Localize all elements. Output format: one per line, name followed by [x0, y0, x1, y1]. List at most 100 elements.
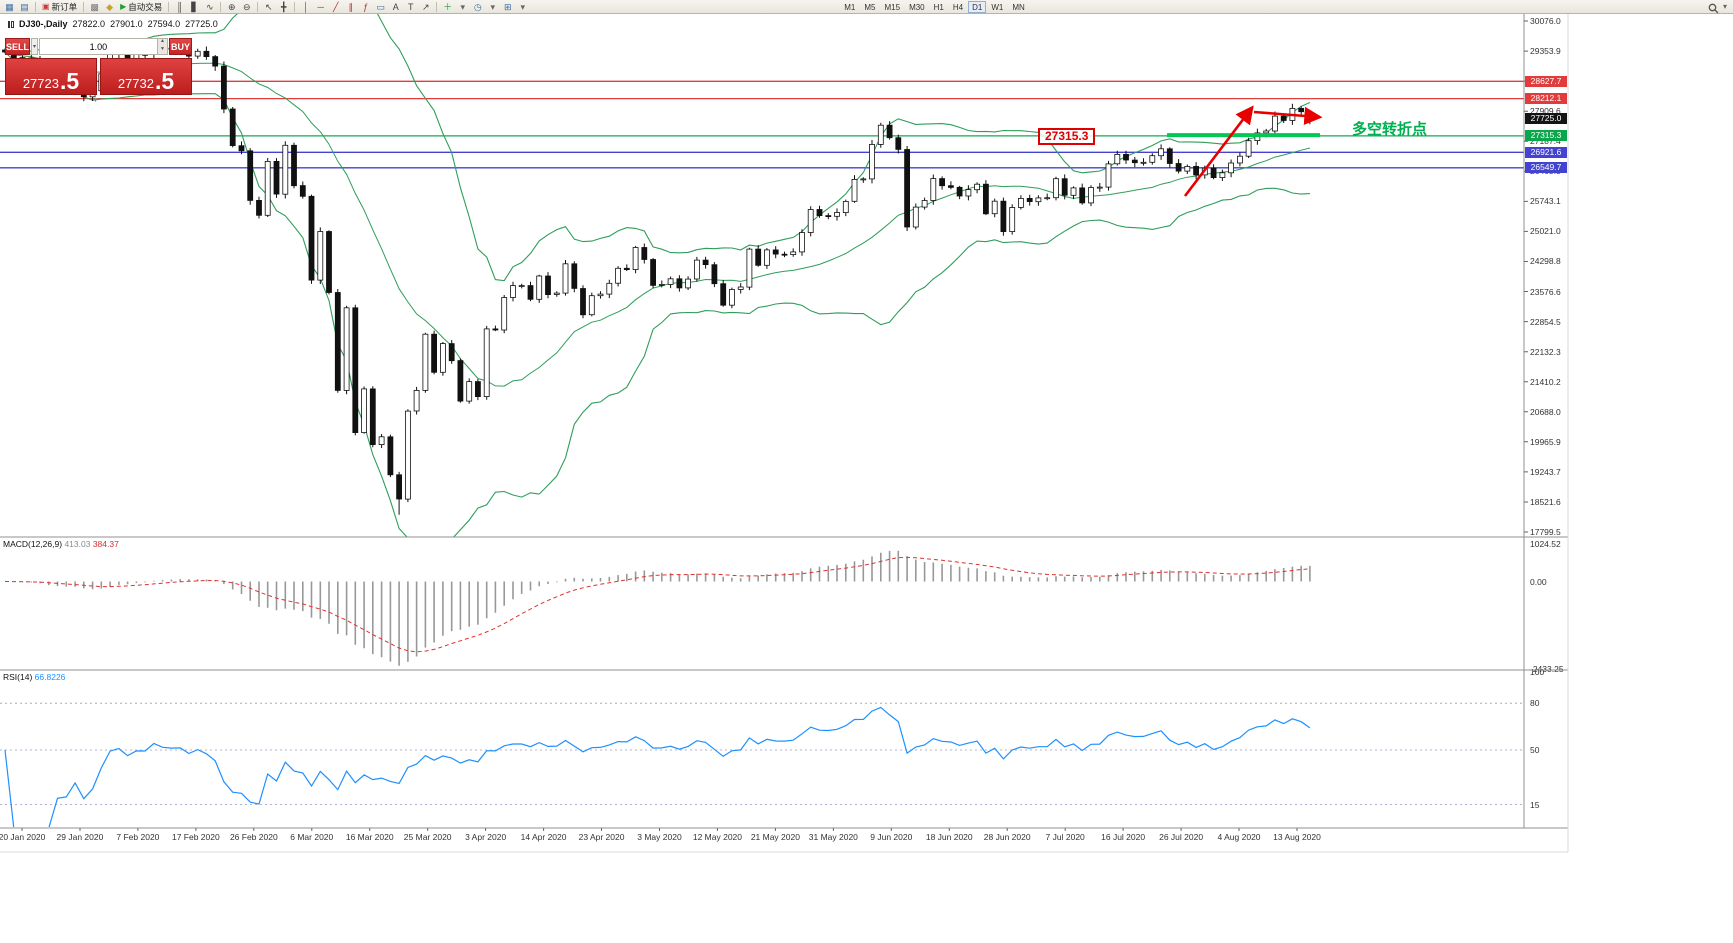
candlestick-chart-icon[interactable]: ▋ — [187, 1, 202, 13]
alerts-icon[interactable]: ◆ — [102, 1, 117, 13]
spin-up-icon[interactable]: ▲ — [156, 39, 167, 47]
periods-icon[interactable]: ◷ — [470, 1, 485, 13]
toolbar-items: ▦ ▤ ▣ 新订单 ▩ ◆ ▶ 自动交易 ║ ▋ ∿ ⊕ ⊖ ↖ ╋ │ ─ ╱ ∥ ƒ ▭ A T ↗ ＋ ▾ ◷ ▾ ⊞ ▾ — [2, 1, 530, 13]
sell-price-main: 27723 — [22, 76, 59, 91]
date-label: 20 Jan 2020 — [0, 832, 46, 842]
macd-main-value: 413.03 — [64, 539, 91, 549]
crosshair-icon[interactable]: ╋ — [276, 1, 291, 13]
rsi-tick-label: 80 — [1530, 698, 1540, 709]
indicators-icon[interactable]: ＋ — [440, 1, 455, 13]
one-click-collapse-icon[interactable]: ▼ — [92, 97, 99, 104]
timeframe-m5[interactable]: M5 — [860, 1, 879, 13]
templates-chevron-icon[interactable]: ▾ — [515, 1, 530, 13]
lot-size-input[interactable] — [39, 39, 157, 54]
lot-size-field: ▲ ▼ — [38, 38, 168, 55]
price-tag-28627.7: 28627.7 — [1525, 75, 1567, 87]
arrow-tool-icon[interactable]: ↗ — [418, 1, 433, 13]
horizontal-line-icon[interactable]: ─ — [313, 1, 328, 13]
timeframe-m30[interactable]: M30 — [905, 1, 929, 13]
rsi-tick-label: 15 — [1530, 799, 1540, 810]
timeframe-m1[interactable]: M1 — [840, 1, 859, 13]
sell-button[interactable]: SELL — [5, 38, 31, 55]
autotrading-button[interactable]: ▶ 自动交易 — [117, 1, 165, 13]
fibonacci-icon[interactable]: ƒ — [358, 1, 373, 13]
expert-advisors-icon[interactable]: ▩ — [87, 1, 102, 13]
pane-separators — [0, 14, 1569, 853]
vertical-line-icon[interactable]: │ — [298, 1, 313, 13]
date-label: 3 May 2020 — [637, 832, 682, 842]
chevron-down-icon[interactable]: ▾ — [1722, 2, 1727, 11]
text-icon[interactable]: A — [388, 1, 403, 13]
date-label: 14 Apr 2020 — [520, 832, 567, 842]
drawn-objects[interactable] — [1167, 105, 1323, 197]
timeframe-d1[interactable]: D1 — [968, 0, 987, 13]
trendline-icon[interactable]: ╱ — [328, 1, 343, 13]
up-trend-arrow — [1183, 105, 1254, 197]
buy-price-box[interactable]: 27732 .5 — [100, 58, 192, 95]
new-order-button-icon: ▣ — [42, 1, 50, 11]
search-icon[interactable] — [1708, 1, 1719, 14]
price-tag-26549.7: 26549.7 — [1525, 162, 1567, 174]
horizontal-line-objects[interactable] — [0, 80, 1524, 169]
chart-profiles-icon[interactable]: ▤ — [17, 1, 32, 13]
price-tick-label: 29353.9 — [1530, 46, 1561, 57]
price-tick-label: 27909.6 — [1530, 106, 1561, 117]
channel-icon[interactable]: ∥ — [343, 1, 358, 13]
timeframe-m15[interactable]: M15 — [881, 1, 905, 13]
chart-symbol-period: DJ30-,Daily — [19, 19, 68, 29]
macd-name: MACD(12,26,9) — [3, 539, 63, 549]
macd-tick-label: 0.00 — [1530, 576, 1547, 587]
toolbar-right: ▾ — [1708, 1, 1733, 14]
macd-tick-label: -2433.25 — [1530, 664, 1564, 675]
order-type-dropdown[interactable]: ▾ — [31, 38, 38, 55]
price-tick-label: 22854.5 — [1530, 316, 1561, 327]
zoom-in-icon[interactable]: ⊕ — [224, 1, 239, 13]
date-label: 6 Mar 2020 — [290, 832, 334, 842]
rsi-label: RSI(14) 66.8226 — [3, 672, 65, 682]
date-label: 28 Jun 2020 — [983, 832, 1031, 842]
price-tick-label: 17799.5 — [1530, 527, 1561, 537]
toolbar-separator — [436, 1, 438, 12]
new-chart-icon[interactable]: ▦ — [2, 1, 17, 13]
periods-chevron-icon[interactable]: ▾ — [485, 1, 500, 13]
spin-down-icon[interactable]: ▼ — [156, 46, 167, 54]
rsi-value: 66.8226 — [34, 672, 66, 682]
timeframe-toolbar: M1 M5 M15 M30 H1 H4 D1 W1 MN — [840, 0, 1029, 13]
note-annotation[interactable]: 多空转折点 — [1352, 121, 1428, 138]
toolbar-separator — [35, 1, 36, 12]
new-order-button[interactable]: ▣ 新订单 — [39, 1, 80, 13]
axis-tick-marks — [21, 20, 1528, 831]
bar-chart-icon[interactable]: ║ — [172, 1, 187, 13]
buy-price-big: .5 — [154, 68, 175, 94]
autotrading-button-icon: ▶ — [120, 1, 127, 11]
candlesticks — [2, 38, 1313, 515]
toolbar: ▦ ▤ ▣ 新订单 ▩ ◆ ▶ 自动交易 ║ ▋ ∿ ⊕ ⊖ ↖ ╋ │ ─ ╱ ∥ ƒ ▭ A T ↗ ＋ ▾ ◷ ▾ ⊞ ▾ M1 M5… — [0, 0, 1733, 14]
bollinger-bands — [4, 14, 1311, 537]
price-tag-27315.3: 27315.3 — [1525, 130, 1567, 142]
templates-icon[interactable]: ⊞ — [500, 1, 515, 13]
right-arrow — [1253, 106, 1323, 126]
text-label-icon[interactable]: T — [403, 1, 418, 13]
toolbar-separator — [294, 1, 296, 12]
zoom-out-icon[interactable]: ⊖ — [239, 1, 254, 13]
cursor-icon[interactable]: ↖ — [261, 1, 276, 13]
timeframe-w1[interactable]: W1 — [987, 1, 1007, 13]
price-tick-label: 21410.2 — [1530, 376, 1561, 387]
indicators-chevron-icon[interactable]: ▾ — [455, 1, 470, 13]
price-tag-27725.0: 27725.0 — [1525, 113, 1567, 125]
shapes-icon[interactable]: ▭ — [373, 1, 388, 13]
sell-price-box[interactable]: 27723 .5 — [5, 58, 97, 95]
timeframe-mn[interactable]: MN — [1008, 1, 1028, 13]
candlestick-icon — [8, 20, 14, 28]
timeframe-h4[interactable]: H4 — [949, 1, 967, 13]
date-label: 18 Jun 2020 — [925, 832, 973, 842]
date-label: 12 May 2020 — [692, 832, 743, 842]
line-chart-icon[interactable]: ∿ — [202, 1, 217, 13]
buy-button[interactable]: BUY — [168, 38, 192, 55]
timeframe-h1[interactable]: H1 — [930, 1, 948, 13]
rsi-indicator — [0, 702, 1524, 827]
ohlc-high: 27901.0 — [110, 19, 143, 29]
price-annotation-box[interactable]: 27315.3 — [1038, 128, 1096, 145]
